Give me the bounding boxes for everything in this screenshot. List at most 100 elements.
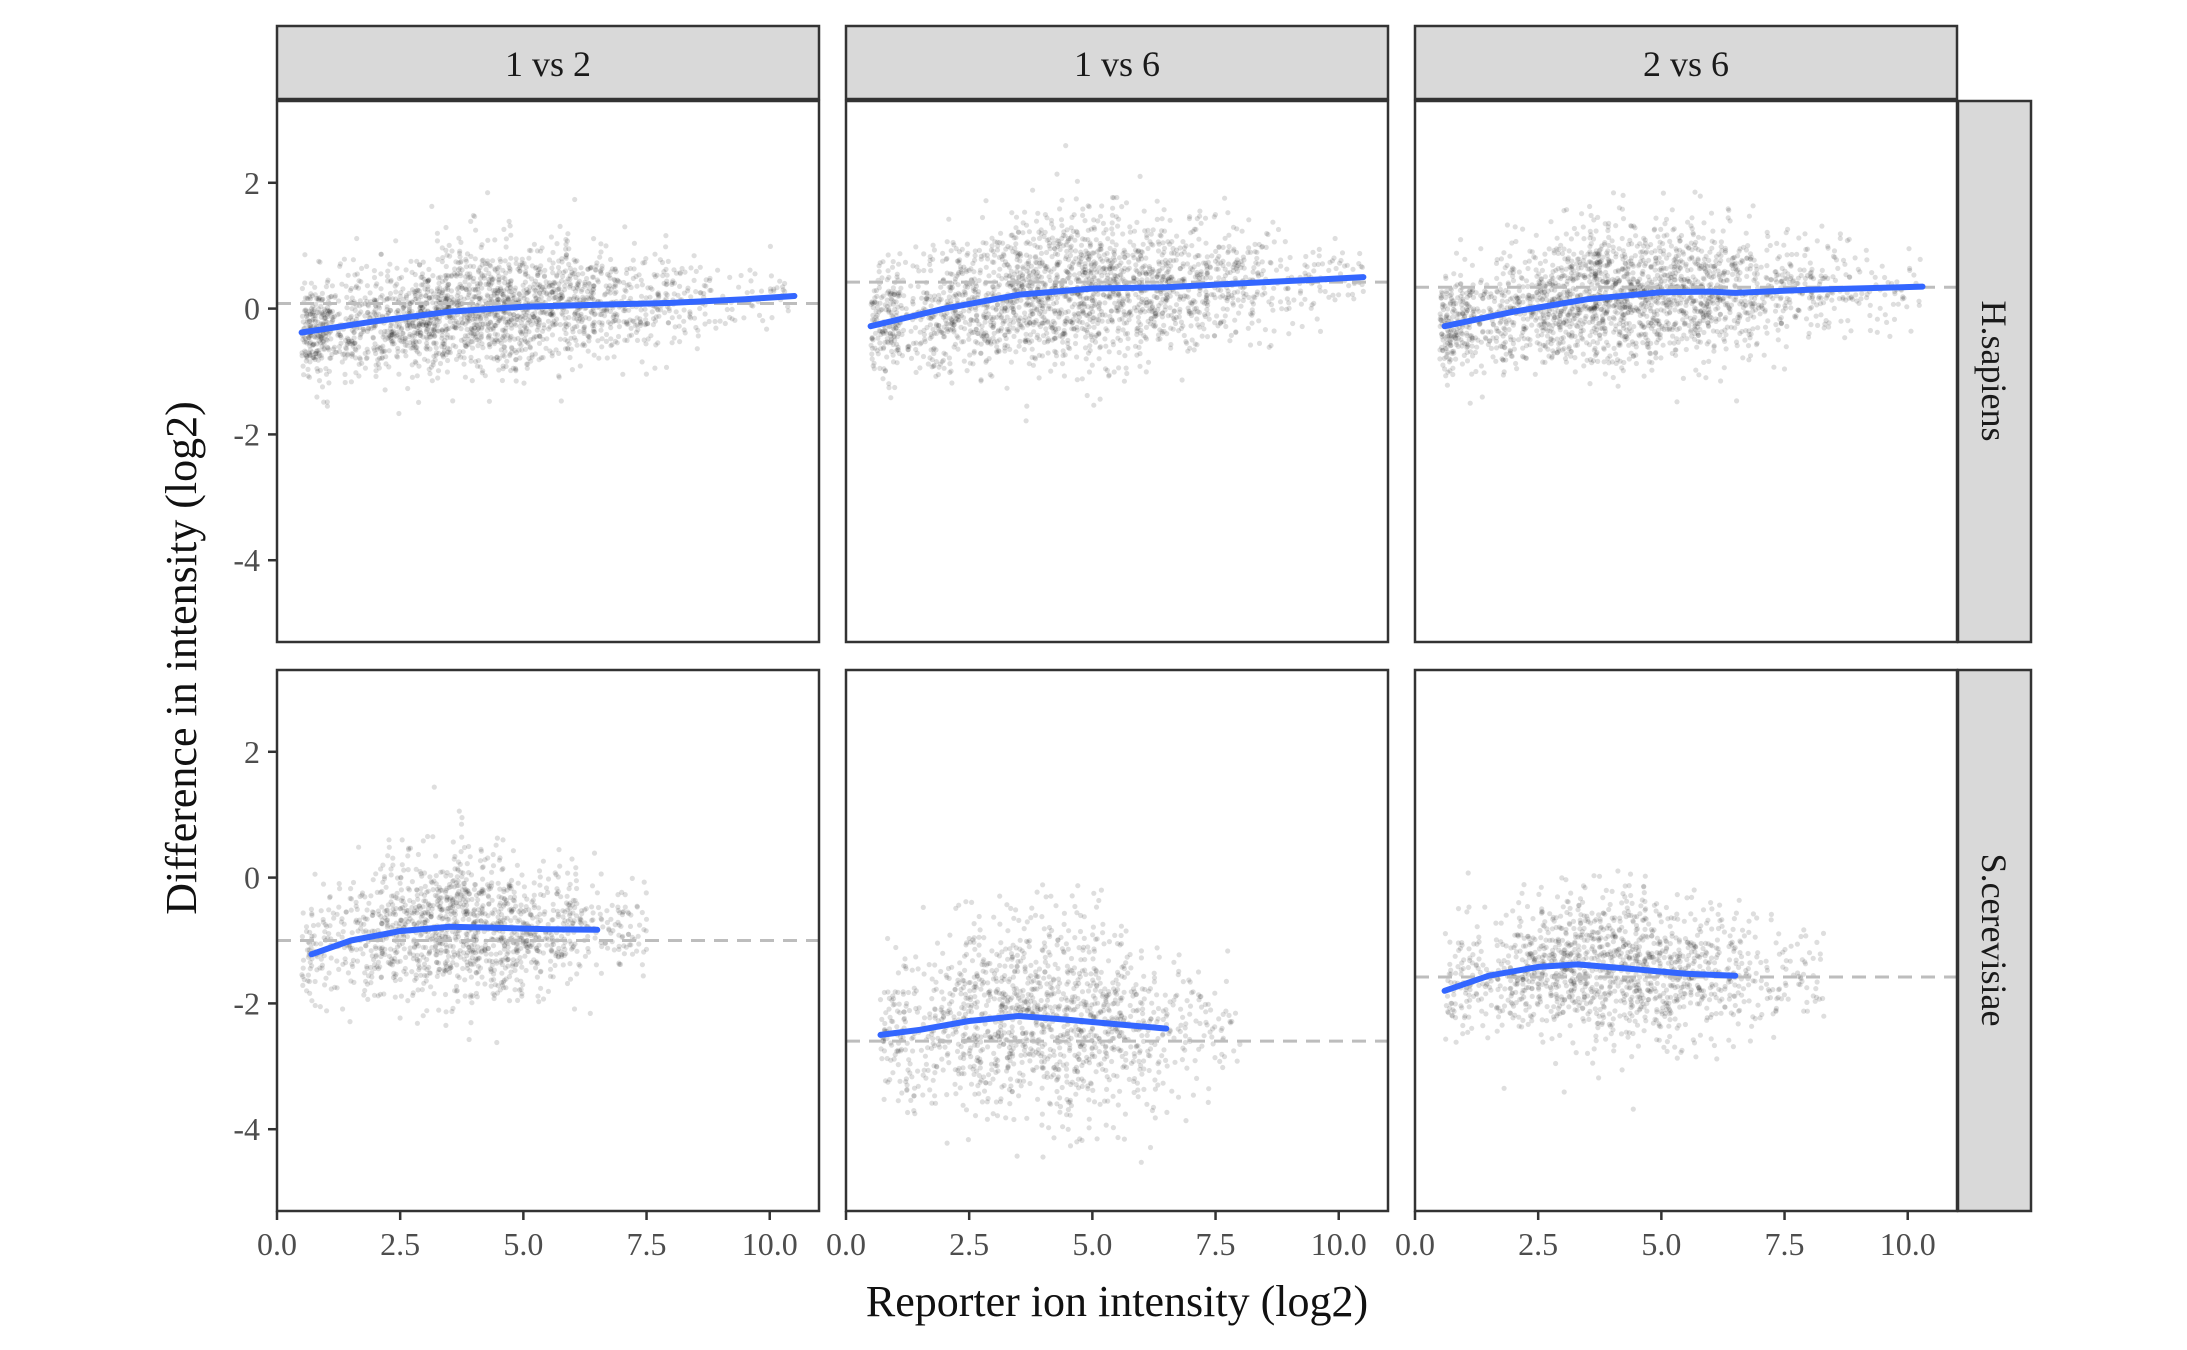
data-point xyxy=(303,353,309,359)
data-point xyxy=(436,291,442,297)
data-point xyxy=(339,359,345,365)
data-point xyxy=(326,295,332,301)
data-point xyxy=(1743,328,1749,334)
data-point xyxy=(586,285,592,291)
data-point xyxy=(996,348,1002,354)
data-point xyxy=(324,279,330,285)
data-point xyxy=(1151,324,1158,330)
data-point xyxy=(1073,333,1079,339)
data-point xyxy=(944,270,950,276)
data-point xyxy=(1120,276,1126,282)
data-point xyxy=(1052,251,1059,257)
data-point xyxy=(1125,293,1131,299)
data-point xyxy=(354,313,360,319)
data-point xyxy=(1565,259,1571,265)
data-point xyxy=(316,352,322,359)
data-point xyxy=(1194,269,1200,276)
data-point xyxy=(394,265,400,271)
data-point xyxy=(440,351,446,357)
data-point xyxy=(1666,327,1672,333)
data-point xyxy=(1544,292,1550,298)
data-point xyxy=(1830,274,1836,280)
data-point xyxy=(451,314,457,321)
data-point xyxy=(1854,298,1860,304)
data-point xyxy=(1246,245,1252,251)
data-point xyxy=(1285,286,1291,292)
data-point xyxy=(1230,302,1236,308)
data-point xyxy=(1036,352,1042,358)
data-point xyxy=(1170,288,1177,294)
data-point xyxy=(957,257,963,263)
data-point xyxy=(1911,272,1917,278)
data-point xyxy=(1451,298,1457,304)
data-point xyxy=(1259,243,1265,250)
data-point xyxy=(777,278,783,284)
data-point xyxy=(1069,266,1075,272)
data-point xyxy=(485,333,492,339)
data-point xyxy=(566,314,572,321)
data-point xyxy=(677,283,683,289)
data-point xyxy=(1651,311,1657,317)
data-point xyxy=(439,305,445,311)
data-point xyxy=(456,235,462,241)
data-point xyxy=(471,275,477,281)
data-point xyxy=(448,272,455,278)
data-point xyxy=(307,294,313,300)
data-point xyxy=(972,286,978,293)
data-point xyxy=(1059,282,1065,288)
data-point xyxy=(956,313,962,320)
data-point xyxy=(612,267,618,273)
data-point xyxy=(531,334,538,340)
data-point xyxy=(1161,328,1167,334)
data-point xyxy=(307,359,313,365)
data-point xyxy=(878,295,885,301)
data-point xyxy=(601,313,608,319)
data-point xyxy=(657,307,664,313)
data-point xyxy=(929,314,936,320)
data-point xyxy=(947,284,954,290)
data-point xyxy=(983,292,989,298)
data-point xyxy=(1345,292,1351,298)
data-point xyxy=(547,311,554,318)
data-point xyxy=(535,272,541,278)
data-point xyxy=(1107,293,1113,299)
data-point xyxy=(570,285,576,292)
data-point xyxy=(522,272,528,278)
panels xyxy=(275,99,1959,1213)
data-point xyxy=(1086,204,1092,210)
data-point xyxy=(1186,309,1193,315)
data-point xyxy=(1117,272,1123,278)
data-point xyxy=(302,252,308,258)
data-point xyxy=(1162,298,1168,305)
data-point xyxy=(1271,239,1277,245)
data-point xyxy=(1560,335,1566,341)
data-point xyxy=(592,267,598,273)
data-point xyxy=(531,315,538,321)
data-point xyxy=(303,358,309,364)
data-point xyxy=(546,284,552,290)
data-point xyxy=(1190,298,1197,304)
data-point xyxy=(1458,293,1464,299)
data-point xyxy=(466,282,472,288)
data-point xyxy=(623,320,630,326)
data-point xyxy=(575,280,581,286)
data-point xyxy=(951,242,957,248)
data-point xyxy=(1189,267,1195,273)
data-point xyxy=(1121,320,1127,326)
data-point xyxy=(310,312,316,318)
data-point xyxy=(1038,227,1044,233)
data-point xyxy=(1213,248,1219,254)
data-point xyxy=(944,298,950,304)
data-point xyxy=(458,326,464,332)
data-point xyxy=(1703,253,1709,259)
data-point xyxy=(1227,338,1233,344)
data-point xyxy=(402,342,408,348)
data-point xyxy=(1697,193,1703,199)
data-point xyxy=(328,309,334,316)
data-point xyxy=(964,252,970,258)
data-point xyxy=(513,378,519,384)
data-point xyxy=(572,196,578,203)
data-point xyxy=(349,306,355,312)
data-point xyxy=(381,348,387,354)
data-point xyxy=(1233,329,1239,335)
